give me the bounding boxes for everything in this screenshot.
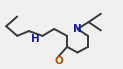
Text: O: O xyxy=(54,56,63,66)
Text: N: N xyxy=(73,24,82,34)
Text: H: H xyxy=(31,34,40,44)
